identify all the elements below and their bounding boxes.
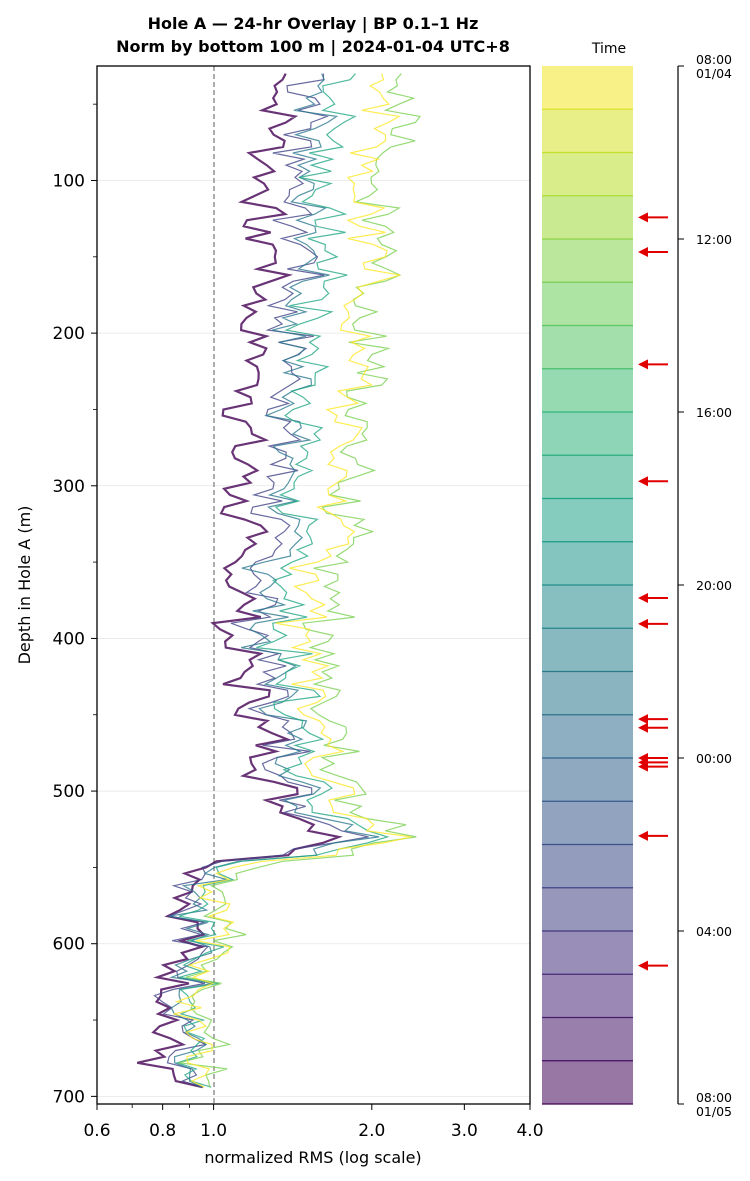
colorbar-band bbox=[542, 412, 633, 456]
event-arrow-head bbox=[638, 761, 648, 772]
series-line bbox=[173, 73, 412, 1088]
x-tick-label: 2.0 bbox=[358, 1121, 385, 1141]
y-axis-label: Depth in Hole A (m) bbox=[15, 506, 34, 665]
event-arrow bbox=[638, 960, 668, 971]
colorbar-band bbox=[542, 844, 633, 888]
colorbar: 08:0001/0412:0016:0020:0000:0004:0008:00… bbox=[542, 52, 732, 1119]
colorbar-label: Time bbox=[591, 41, 626, 57]
colorbar-band bbox=[542, 498, 633, 542]
colorbar-band bbox=[542, 801, 633, 845]
y-tick-label: 300 bbox=[53, 477, 85, 497]
colorbar-band bbox=[542, 455, 633, 499]
x-tick-label: 1.0 bbox=[200, 1121, 227, 1141]
event-arrow bbox=[638, 761, 668, 772]
colorbar-band bbox=[542, 325, 633, 369]
colorbar-band bbox=[542, 66, 633, 110]
y-tick-label: 500 bbox=[53, 782, 85, 802]
x-tick-label: 0.8 bbox=[149, 1121, 176, 1141]
series-line bbox=[178, 73, 422, 1088]
event-arrow bbox=[638, 618, 668, 629]
event-arrow bbox=[638, 359, 668, 370]
colorbar-band bbox=[542, 887, 633, 931]
x-axis-label: normalized RMS (log scale) bbox=[204, 1148, 421, 1167]
colorbar-band bbox=[542, 974, 633, 1018]
time-tick-label: 08:00 bbox=[696, 52, 732, 67]
y-tick-label: 600 bbox=[53, 935, 85, 955]
event-arrow bbox=[638, 714, 668, 725]
event-arrow-head bbox=[638, 476, 648, 487]
colorbar-band bbox=[542, 152, 633, 196]
event-arrow-head bbox=[638, 714, 648, 725]
event-arrow-head bbox=[638, 960, 648, 971]
event-arrow-head bbox=[638, 212, 648, 223]
x-tick-label: 4.0 bbox=[516, 1121, 543, 1141]
y-tick-label: 200 bbox=[53, 324, 85, 344]
colorbar-band bbox=[542, 195, 633, 239]
x-tick-label: 3.0 bbox=[451, 1121, 478, 1141]
colorbar-band bbox=[542, 671, 633, 715]
series-line bbox=[168, 73, 380, 1088]
event-arrow bbox=[638, 212, 668, 223]
colorbar-band bbox=[542, 1017, 633, 1061]
time-tick-date: 01/04 bbox=[696, 66, 732, 81]
colorbar-band bbox=[542, 714, 633, 758]
event-arrow-head bbox=[638, 830, 648, 841]
colorbar-band bbox=[542, 758, 633, 802]
x-tick-label: 0.6 bbox=[83, 1121, 110, 1141]
y-tick-label: 100 bbox=[53, 171, 85, 191]
colorbar-band bbox=[542, 282, 633, 326]
time-tick-date: 01/05 bbox=[696, 1104, 732, 1119]
event-arrow bbox=[638, 830, 668, 841]
plot-frame bbox=[96, 65, 531, 1105]
time-tick-label: 16:00 bbox=[696, 405, 732, 420]
event-arrow-head bbox=[638, 722, 648, 733]
event-arrow-head bbox=[638, 592, 648, 603]
grid bbox=[97, 180, 530, 1097]
series-line bbox=[136, 73, 343, 1089]
event-arrow-head bbox=[638, 246, 648, 257]
x-axis: 0.6 0.8 1.0 2.0 3.0 4.0 bbox=[83, 1104, 544, 1141]
y-tick-label: 700 bbox=[53, 1087, 85, 1107]
event-arrow-head bbox=[638, 359, 648, 370]
event-arrow-head bbox=[638, 618, 648, 629]
colorbar-band bbox=[542, 628, 633, 672]
event-arrow bbox=[638, 476, 668, 487]
time-tick-label: 08:00 bbox=[696, 1090, 732, 1105]
event-arrow bbox=[638, 722, 668, 733]
time-tick-label: 20:00 bbox=[696, 578, 732, 593]
colorbar-band bbox=[542, 109, 633, 153]
colorbar-band bbox=[542, 585, 633, 629]
chart-subtitle: Norm by bottom 100 m | 2024-01-04 UTC+8 bbox=[116, 37, 510, 57]
event-arrow bbox=[638, 246, 668, 257]
chart-title: Hole A — 24-hr Overlay | BP 0.1–1 Hz bbox=[148, 14, 479, 34]
time-tick-label: 12:00 bbox=[696, 232, 732, 247]
series-line bbox=[175, 73, 390, 1088]
colorbar-band bbox=[542, 239, 633, 283]
colorbar-band bbox=[542, 368, 633, 412]
y-axis: 100 200 300 400 500 600 700 bbox=[53, 103, 97, 1107]
y-tick-label: 400 bbox=[53, 629, 85, 649]
time-tick-label: 00:00 bbox=[696, 751, 732, 766]
event-arrow bbox=[638, 592, 668, 603]
colorbar-band bbox=[542, 541, 633, 585]
plot-area bbox=[136, 73, 422, 1089]
colorbar-band bbox=[542, 1060, 633, 1104]
colorbar-band bbox=[542, 931, 633, 975]
time-tick-label: 04:00 bbox=[696, 924, 732, 939]
